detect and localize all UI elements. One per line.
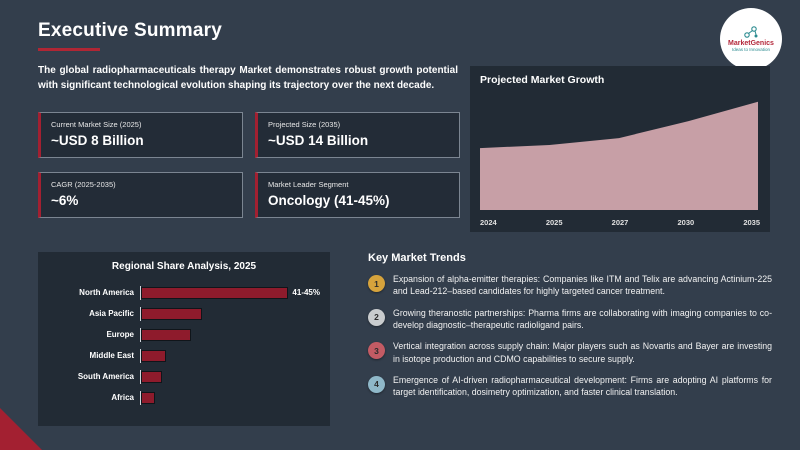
bar bbox=[141, 307, 202, 320]
bar-row: Asia Pacific bbox=[48, 303, 320, 324]
trend-text: Growing theranostic partnerships: Pharma… bbox=[393, 307, 772, 330]
intro-paragraph: The global radiopharmaceuticals therapy … bbox=[38, 65, 458, 91]
x-tick-label: 2024 bbox=[480, 218, 497, 227]
bar-category-label: South America bbox=[77, 372, 134, 381]
stat-value: ~USD 8 Billion bbox=[51, 133, 144, 148]
molecule-icon bbox=[744, 26, 758, 39]
regional-bar-rows: North America 41-45% Asia Pacific Europe Mid… bbox=[48, 282, 320, 408]
logo-tagline-text: Ideas to Innovation bbox=[731, 47, 771, 53]
bar-category-label: Africa bbox=[111, 393, 134, 402]
trend-number-badge: 2 bbox=[368, 308, 385, 326]
stat-card-current-size: Current Market Size (2025) ~USD 8 Billio… bbox=[38, 112, 243, 158]
stat-label: CAGR (2025-2035) bbox=[51, 180, 116, 189]
growth-chart bbox=[480, 94, 760, 215]
growth-x-axis: 2024 2025 2027 2030 2035 bbox=[480, 218, 760, 227]
regional-share-panel: Regional Share Analysis, 2025 North Amer… bbox=[38, 252, 330, 426]
bar-row: Middle East bbox=[48, 345, 320, 366]
bar-row: Europe bbox=[48, 324, 320, 345]
trend-text: Expansion of alpha-emitter therapies: Co… bbox=[393, 274, 772, 297]
page-title: Executive Summary bbox=[38, 20, 222, 41]
projected-growth-panel: Projected Market Growth 2024 2025 2027 2030… bbox=[470, 66, 770, 232]
trends-heading: Key Market Trends bbox=[368, 252, 466, 264]
stat-label: Current Market Size (2025) bbox=[51, 120, 142, 129]
x-tick-label: 2030 bbox=[677, 218, 695, 227]
bar-category-label: Middle East bbox=[89, 351, 134, 360]
bar-category-label: North America bbox=[79, 288, 134, 297]
key-market-trends: Key Market Trends 1 Expansion of alpha-e… bbox=[368, 252, 772, 408]
bar-category-label: Europe bbox=[106, 330, 134, 339]
logo-brand-text: MarketGenics bbox=[728, 40, 774, 48]
x-tick-label: 2035 bbox=[743, 218, 760, 227]
bar bbox=[141, 286, 289, 299]
x-tick-label: 2027 bbox=[611, 218, 629, 227]
trend-number-badge: 4 bbox=[368, 375, 385, 393]
bar-category-label: Asia Pacific bbox=[89, 309, 134, 318]
bar bbox=[141, 370, 163, 383]
stats-grid: Current Market Size (2025) ~USD 8 Billio… bbox=[38, 112, 460, 218]
growth-area-svg bbox=[480, 101, 758, 210]
bar-row: South America bbox=[48, 366, 320, 387]
bar bbox=[141, 349, 167, 362]
stat-label: Projected Size (2035) bbox=[268, 120, 341, 129]
bar bbox=[141, 328, 192, 341]
bar-track: 41-45% bbox=[140, 285, 320, 300]
trend-item: 4 Emergence of AI-driven radiopharmaceut… bbox=[368, 374, 772, 399]
stat-value: ~USD 14 Billion bbox=[268, 133, 369, 148]
bar-track bbox=[140, 369, 320, 384]
trend-number-badge: 1 bbox=[368, 275, 385, 292]
bar bbox=[141, 391, 156, 404]
stat-card-leader-segment: Market Leader Segment Oncology (41-45%) bbox=[255, 172, 460, 218]
bar-row: Africa bbox=[48, 387, 320, 408]
stat-label: Market Leader Segment bbox=[268, 180, 349, 189]
trend-item: 1 Expansion of alpha-emitter therapies: … bbox=[368, 273, 772, 298]
bar-value-label: 41-45% bbox=[292, 288, 320, 297]
title-underline bbox=[38, 48, 100, 51]
stat-value: Oncology (41-45%) bbox=[268, 193, 390, 208]
trend-item: 2 Growing theranostic partnerships: Phar… bbox=[368, 307, 772, 332]
bar-track bbox=[140, 327, 320, 342]
stat-value: ~6% bbox=[51, 193, 79, 208]
regional-chart-title: Regional Share Analysis, 2025 bbox=[111, 261, 257, 272]
x-tick-label: 2025 bbox=[545, 218, 563, 227]
corner-accent-triangle bbox=[0, 408, 42, 450]
bar-track bbox=[140, 306, 320, 321]
company-logo: MarketGenics Ideas to Innovation bbox=[720, 8, 782, 70]
stat-card-projected-size: Projected Size (2035) ~USD 14 Billion bbox=[255, 112, 460, 158]
trend-text: Vertical integration across supply chain… bbox=[393, 341, 772, 364]
trend-number-badge: 3 bbox=[368, 342, 385, 360]
bar-track bbox=[140, 390, 320, 405]
trend-text: Emergence of AI-driven radiopharmaceutic… bbox=[393, 374, 772, 398]
stat-card-cagr: CAGR (2025-2035) ~6% bbox=[38, 172, 243, 218]
growth-area-shape bbox=[480, 101, 758, 210]
bar-row: North America 41-45% bbox=[48, 282, 320, 303]
trend-item: 3 Vertical integration across supply cha… bbox=[368, 340, 772, 365]
growth-chart-title: Projected Market Growth bbox=[480, 74, 605, 86]
bar-track bbox=[140, 348, 320, 363]
